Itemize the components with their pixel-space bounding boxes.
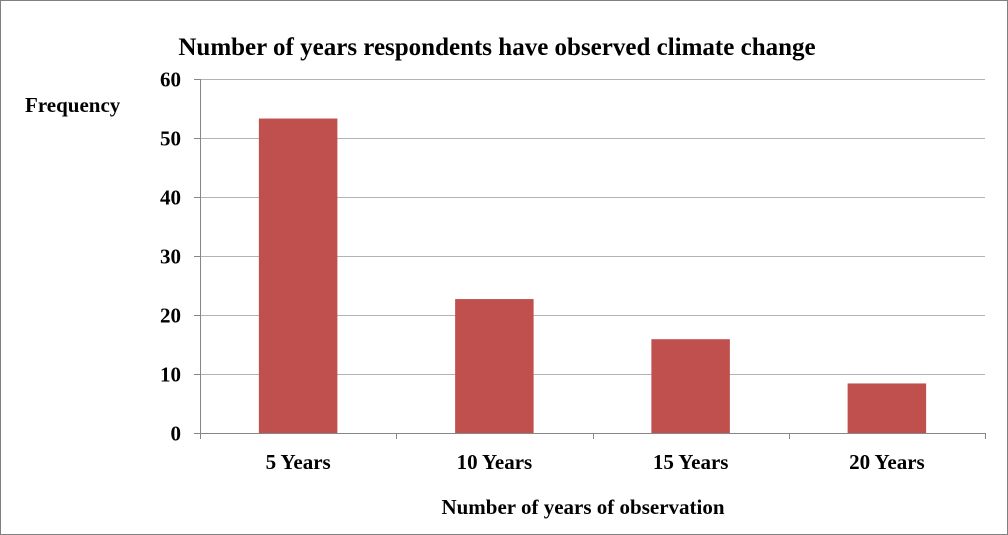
y-tick-label: 60 (160, 68, 181, 92)
bar (455, 299, 534, 433)
bars (258, 118, 927, 433)
x-tick-label: 10 Years (457, 450, 533, 474)
x-axis-label: Number of years of observation (441, 495, 724, 519)
y-tick-label: 50 (160, 127, 181, 151)
y-tick-label: 20 (160, 304, 181, 328)
x-tick-label: 20 Years (849, 450, 925, 474)
x-tick-label: 5 Years (266, 450, 331, 474)
x-tick-label: 15 Years (653, 450, 729, 474)
bar (847, 383, 927, 433)
bar (651, 339, 730, 433)
bar (258, 118, 338, 433)
y-tick-label: 40 (160, 186, 181, 210)
y-tick-label: 10 (160, 363, 181, 387)
y-tick-label: 30 (160, 245, 181, 269)
y-axis-label: Frequency (25, 93, 121, 117)
chart-title: Number of years respondents have observe… (178, 34, 815, 61)
tick-labels: 0 10 20 30 40 50 60 5 Years 10 Years 15 Years 20 Y… (160, 68, 925, 475)
axes (194, 79, 986, 439)
y-tick-label: 0 (171, 422, 182, 446)
